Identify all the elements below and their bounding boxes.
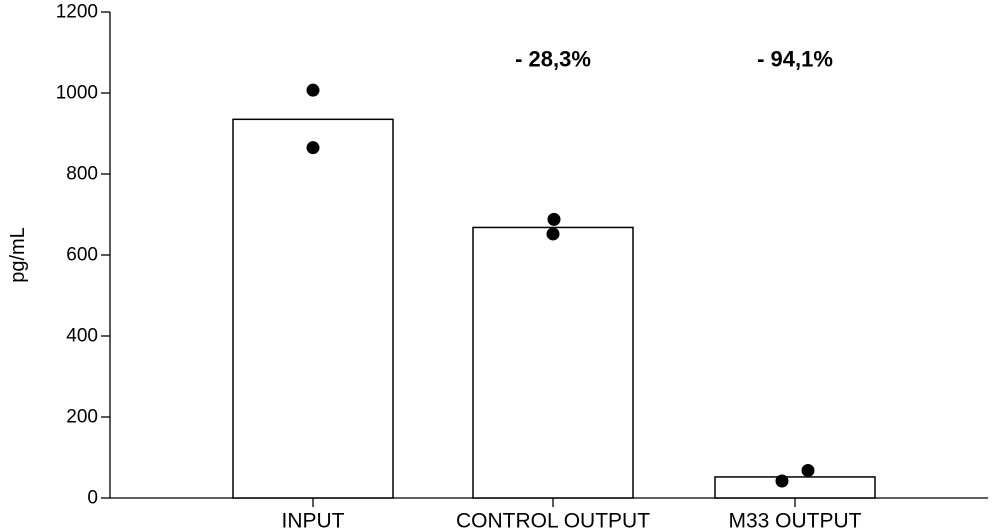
bar xyxy=(472,226,634,499)
bar xyxy=(232,118,394,499)
y-tick-label: 1000 xyxy=(56,83,98,104)
y-axis: 0 200 400 600 800 1000 1200 xyxy=(56,2,111,509)
bar xyxy=(714,476,876,499)
data-point xyxy=(801,463,815,477)
bars xyxy=(232,118,876,499)
y-tick-label: 600 xyxy=(66,245,98,266)
y-tick-label: 800 xyxy=(66,164,98,185)
category-label: M33 OUTPUT xyxy=(728,510,861,532)
y-axis-title: pg/mL xyxy=(7,227,29,283)
y-tick-label: 200 xyxy=(66,407,98,428)
percent-change-annotation: - 28,3% xyxy=(515,47,591,72)
category-labels: INPUT CONTROL OUTPUT M33 OUTPUT xyxy=(282,510,862,532)
y-tick-label: 0 xyxy=(87,488,98,509)
data-point xyxy=(546,227,560,241)
category-label: CONTROL OUTPUT xyxy=(456,510,650,532)
data-points xyxy=(306,83,815,488)
y-tick-label: 400 xyxy=(66,326,98,347)
category-label: INPUT xyxy=(282,510,345,532)
y-tick-label: 1200 xyxy=(56,2,98,23)
data-point xyxy=(306,83,320,97)
data-point xyxy=(775,474,789,488)
data-point xyxy=(547,212,561,226)
annotations: - 28,3% - 94,1% xyxy=(515,47,833,72)
data-point xyxy=(306,141,320,155)
x-axis xyxy=(110,497,988,507)
percent-change-annotation: - 94,1% xyxy=(757,47,833,72)
